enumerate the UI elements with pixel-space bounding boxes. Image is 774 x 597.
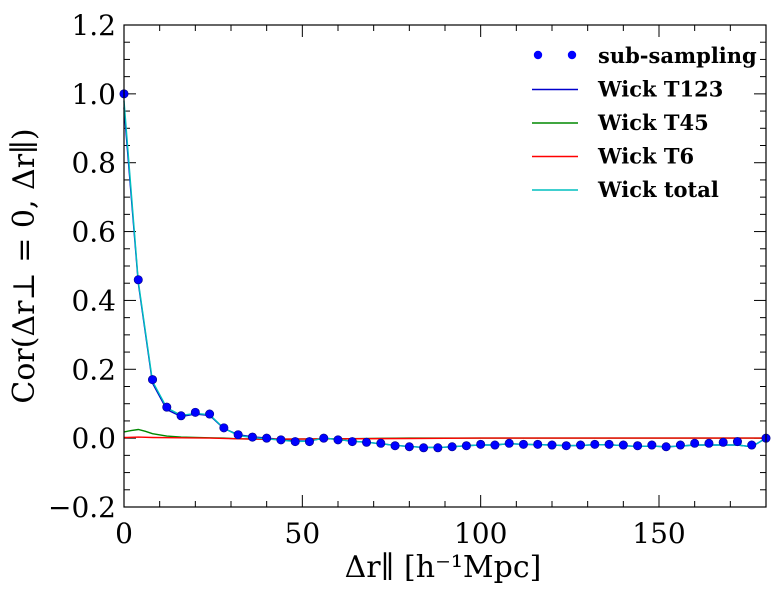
sub-sampling-point bbox=[732, 437, 742, 447]
sub-sampling-point bbox=[404, 442, 414, 452]
sub-sampling-point bbox=[390, 441, 400, 451]
sub-sampling-point bbox=[290, 437, 300, 447]
y-tick-label: −0.2 bbox=[48, 491, 116, 524]
plot-area bbox=[124, 25, 766, 507]
y-tick-label: 0.8 bbox=[71, 147, 116, 180]
legend-label: Wick T123 bbox=[597, 77, 723, 102]
sub-sampling-point bbox=[133, 275, 143, 285]
sub-sampling-point bbox=[176, 411, 186, 421]
sub-sampling-point bbox=[747, 440, 757, 450]
tick-labels: 0 50 100 150 −0.2 0.0 0.2 0.4 0.6 0.8 1.0 1.2 bbox=[48, 9, 686, 550]
sub-sampling-point bbox=[675, 440, 685, 450]
legend-label: Wick T45 bbox=[597, 110, 709, 135]
series-markers-sub-sampling bbox=[119, 89, 771, 453]
sub-sampling-point bbox=[618, 440, 628, 450]
sub-sampling-point bbox=[319, 433, 329, 443]
sub-sampling-point bbox=[205, 409, 215, 419]
sub-sampling-point bbox=[262, 433, 272, 443]
sub-sampling-point bbox=[162, 402, 172, 412]
sub-sampling-point bbox=[233, 430, 243, 440]
y-axis-label: Cor(Δr⊥ = 0, Δr∥) bbox=[7, 128, 42, 403]
minor-ticks bbox=[124, 25, 766, 507]
y-tick-label: 1.0 bbox=[71, 78, 116, 111]
sub-sampling-point bbox=[304, 437, 314, 447]
sub-sampling-point bbox=[376, 438, 386, 448]
plot-frame bbox=[123, 24, 767, 508]
y-tick-label: 0.2 bbox=[71, 353, 116, 386]
sub-sampling-point bbox=[661, 442, 671, 452]
sub-sampling-point bbox=[219, 423, 229, 433]
sub-sampling-point bbox=[633, 441, 643, 451]
y-tick-label: 0.4 bbox=[71, 284, 116, 317]
sub-sampling-point bbox=[690, 438, 700, 448]
legend: sub-sampling Wick T123 Wick T45 Wick T6 Wick… bbox=[532, 43, 757, 202]
sub-sampling-point bbox=[576, 440, 586, 450]
x-tick-label: 0 bbox=[115, 517, 133, 550]
sub-sampling-point bbox=[718, 437, 728, 447]
x-tick-label: 150 bbox=[632, 517, 685, 550]
y-tick-label: 1.2 bbox=[71, 9, 116, 42]
sub-sampling-point bbox=[190, 407, 200, 417]
series-line-wick-t6 bbox=[123, 436, 766, 440]
sub-sampling-point bbox=[504, 438, 514, 448]
y-tick-label: 0.0 bbox=[71, 422, 116, 455]
sub-sampling-point bbox=[704, 438, 714, 448]
sub-sampling-point bbox=[590, 439, 600, 449]
sub-sampling-point bbox=[647, 440, 657, 450]
legend-label: Wick T6 bbox=[597, 144, 694, 169]
x-tick-label: 50 bbox=[285, 517, 321, 550]
x-tick-label: 100 bbox=[454, 517, 507, 550]
sub-sampling-point bbox=[148, 375, 158, 385]
series-layer bbox=[119, 89, 771, 453]
sub-sampling-point bbox=[247, 432, 257, 442]
legend-marker bbox=[567, 50, 577, 60]
sub-sampling-point bbox=[476, 439, 486, 449]
legend-label: Wick total bbox=[597, 177, 719, 202]
sub-sampling-point bbox=[447, 442, 457, 452]
sub-sampling-point bbox=[276, 435, 286, 445]
sub-sampling-point bbox=[362, 437, 372, 447]
legend-marker bbox=[533, 50, 543, 60]
sub-sampling-point bbox=[533, 439, 543, 449]
legend-label: sub-sampling bbox=[598, 43, 757, 68]
sub-sampling-point bbox=[490, 440, 500, 450]
sub-sampling-point bbox=[547, 440, 557, 450]
x-axis-label: Δr∥ [h⁻¹Mpc] bbox=[345, 550, 542, 585]
series-line-wick-total bbox=[123, 100, 767, 449]
y-tick-label: 0.6 bbox=[71, 216, 116, 249]
sub-sampling-point bbox=[561, 441, 571, 451]
sub-sampling-point bbox=[419, 443, 429, 453]
sub-sampling-point bbox=[518, 439, 528, 449]
sub-sampling-point bbox=[604, 439, 614, 449]
sub-sampling-point bbox=[461, 441, 471, 451]
sub-sampling-point bbox=[433, 443, 443, 453]
sub-sampling-point bbox=[347, 437, 357, 447]
sub-sampling-point bbox=[333, 435, 343, 445]
